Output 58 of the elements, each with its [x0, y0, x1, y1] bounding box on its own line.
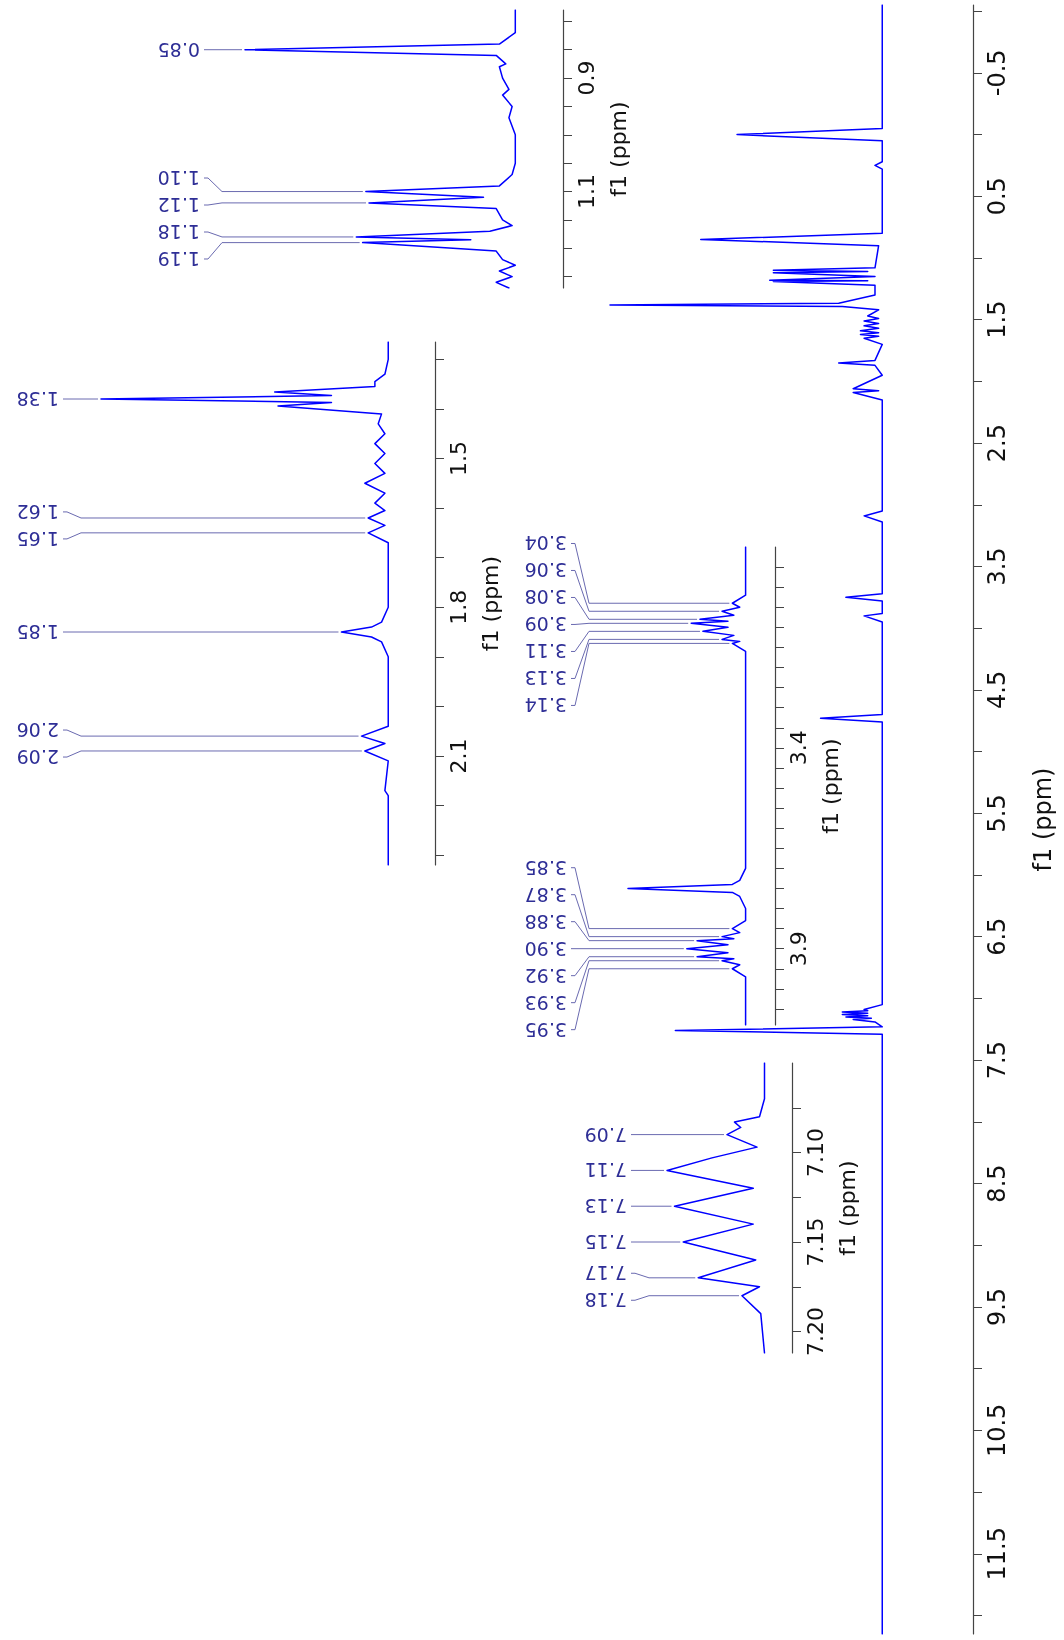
annotation: 7.13	[584, 1195, 627, 1218]
y-axis-title: f1 (ppm)	[834, 1160, 860, 1256]
annotation: 3.88	[524, 910, 567, 933]
y-tick-label: 0.9	[573, 60, 599, 96]
y-tick-label: 11.5	[983, 1527, 1011, 1581]
y-tick-label: 6.5	[983, 917, 1011, 956]
y-tick-label: 2.5	[983, 424, 1011, 463]
annotation: 1.10	[157, 167, 200, 190]
y-tick-label: -0.5	[983, 49, 1011, 97]
y-tick-label: 7.15	[802, 1217, 828, 1267]
y-tick-label: 1.5	[983, 300, 1011, 339]
annotation: 3.06	[524, 559, 567, 582]
annotation: 7.18	[584, 1289, 627, 1312]
y-tick-label: 5.5	[983, 794, 1011, 833]
annotation: 1.18	[157, 221, 200, 243]
annotation: 3.93	[524, 991, 567, 1014]
annotation: 1.65	[16, 527, 59, 550]
annotation: 3.13	[524, 667, 567, 690]
y-axis-title: f1 (ppm)	[477, 555, 503, 652]
y-tick-label: 7.20	[802, 1307, 828, 1357]
y-tick-label: 7.10	[802, 1128, 828, 1177]
annotation: 3.90	[524, 937, 567, 960]
y-tick-label: 9.5	[983, 1287, 1011, 1327]
annotation: 3.87	[524, 883, 567, 906]
annotation: 7.11	[584, 1159, 627, 1182]
annotation: 3.95	[524, 1018, 567, 1041]
y-tick-label: 7.5	[983, 1041, 1011, 1080]
y-tick-label: 0.5	[983, 177, 1011, 216]
annotation: 3.14	[524, 694, 567, 717]
annotation: 3.92	[524, 964, 567, 987]
y-tick-label: 4.5	[983, 670, 1011, 710]
annotation: 3.11	[524, 640, 567, 663]
annotation: 7.09	[584, 1123, 627, 1146]
annotation: 7.17	[584, 1262, 627, 1285]
y-tick-label: 8.5	[983, 1164, 1011, 1203]
y-tick-label: 3.5	[983, 547, 1011, 586]
annotation: 3.04	[524, 532, 567, 555]
annotation: 1.19	[157, 247, 200, 270]
y-tick-label: 2.1	[445, 738, 471, 774]
y-tick-label: 3.9	[785, 931, 811, 967]
annotation: 0.85	[157, 38, 200, 61]
annotation: 3.85	[524, 856, 567, 879]
y-tick-label: 1.5	[445, 441, 471, 476]
y-tick-label: 1.1	[573, 174, 599, 210]
annotation: 1.38	[16, 388, 59, 411]
annotation: 2.06	[16, 719, 59, 742]
annotation: 3.09	[524, 613, 567, 636]
y-axis-title: f1 (ppm)	[817, 738, 843, 834]
annotation: 2.09	[16, 746, 59, 769]
annotation: 3.08	[524, 586, 567, 609]
annotation: 1.62	[16, 500, 59, 523]
y-axis-title: f1 (ppm)	[605, 101, 631, 197]
y-axis-title: f1 (ppm)	[1029, 767, 1057, 872]
y-tick-label: 1.8	[445, 589, 471, 625]
annotation: 1.12	[157, 194, 200, 216]
annotation: 1.85	[16, 621, 59, 643]
y-tick-label: 10.5	[983, 1403, 1011, 1458]
y-tick-label: 3.4	[785, 730, 811, 766]
